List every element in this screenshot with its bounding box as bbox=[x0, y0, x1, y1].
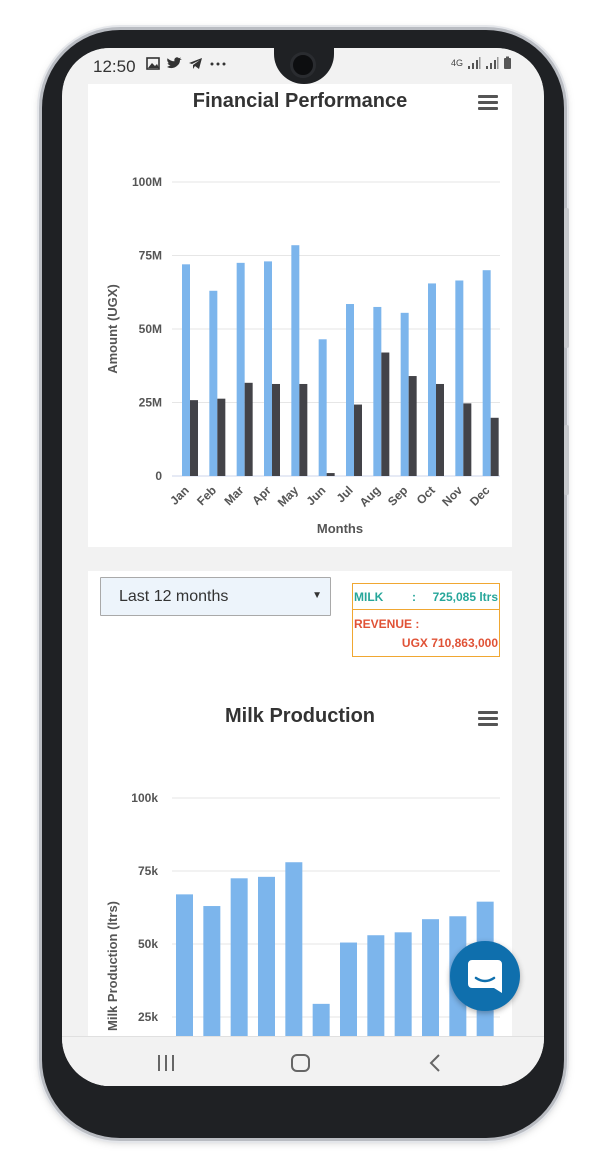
y-tick-label: 100k bbox=[131, 791, 158, 805]
chart-title: Milk Production bbox=[225, 705, 375, 727]
milk-separator: : bbox=[412, 590, 416, 604]
chat-bubble-icon bbox=[468, 960, 502, 993]
status-time: 12:50 bbox=[93, 57, 136, 76]
hamburger-menu-icon[interactable] bbox=[478, 711, 498, 727]
income-bar bbox=[373, 306, 382, 476]
milk-bar bbox=[285, 862, 303, 1086]
expense-bar bbox=[490, 417, 499, 476]
expense-bar bbox=[463, 403, 472, 476]
milk-value: 725,085 ltrs bbox=[432, 590, 498, 604]
x-tick-label: Jul bbox=[334, 483, 356, 505]
y-tick-label: 75M bbox=[139, 249, 162, 263]
y-tick-label: 75k bbox=[138, 864, 158, 878]
expense-bar bbox=[244, 382, 253, 476]
milk-bar bbox=[230, 878, 248, 1086]
period-select[interactable]: Last 12 months ▼ bbox=[100, 577, 331, 616]
income-bar bbox=[291, 245, 300, 476]
chart-title: Financial Performance bbox=[192, 90, 408, 112]
expense-bar bbox=[217, 398, 226, 476]
income-bar bbox=[318, 339, 327, 476]
income-bar bbox=[400, 312, 409, 476]
recent-apps-icon[interactable] bbox=[156, 1054, 176, 1072]
milk-row: MILK : 725,085 ltrs bbox=[353, 584, 499, 610]
expense-bar bbox=[272, 383, 280, 476]
image-icon bbox=[146, 57, 160, 70]
volume-button bbox=[564, 208, 569, 348]
expense-bar bbox=[354, 404, 362, 476]
x-tick-label: Nov bbox=[439, 483, 465, 509]
milk-bar bbox=[258, 876, 275, 1086]
income-bar bbox=[182, 264, 190, 476]
expense-bar bbox=[299, 383, 308, 476]
y-tick-label: 50M bbox=[139, 322, 162, 336]
income-bar bbox=[264, 261, 272, 476]
x-tick-label: Apr bbox=[249, 483, 274, 508]
camera-icon bbox=[290, 52, 316, 78]
y-tick-label: 25M bbox=[139, 396, 162, 410]
power-button bbox=[564, 425, 569, 495]
y-tick-label: 0 bbox=[155, 469, 162, 483]
financial-performance-card: 0 25M 50M 75M 100M Amount (UGX) Jan Feb Mar Apr Ma… bbox=[88, 84, 512, 547]
expense-bar bbox=[190, 400, 198, 476]
navigation-bar bbox=[62, 1036, 544, 1086]
expense-bar bbox=[408, 376, 417, 476]
revenue-value: UGX 710,863,000 bbox=[401, 636, 498, 650]
chevron-down-icon: ▼ bbox=[312, 590, 322, 601]
income-bar bbox=[455, 280, 464, 476]
period-select-value: Last 12 months bbox=[119, 588, 229, 605]
income-bar bbox=[236, 262, 245, 476]
hamburger-menu-icon[interactable] bbox=[478, 95, 498, 111]
x-tick-label: Mar bbox=[221, 483, 246, 508]
back-icon[interactable] bbox=[428, 1053, 442, 1073]
financial-chart: 0 25M 50M 75M 100M Amount (UGX) Jan Feb Mar Apr Ma… bbox=[105, 175, 500, 536]
x-tick-label: Dec bbox=[467, 483, 493, 509]
milk-label: MILK bbox=[354, 590, 384, 604]
summary-box: MILK : 725,085 ltrs REVENUE : UGX 710,86… bbox=[352, 583, 500, 657]
screen: 0 25M 50M 75M 100M Amount (UGX) Jan Feb Mar Apr Ma… bbox=[62, 48, 544, 1086]
signal-icon bbox=[468, 57, 481, 69]
x-axis-title: Months bbox=[317, 521, 363, 536]
y-axis-title: Amount (UGX) bbox=[105, 284, 120, 374]
chat-button[interactable] bbox=[450, 941, 520, 1011]
y-tick-label: 100M bbox=[132, 175, 162, 189]
signal-icon bbox=[486, 57, 499, 69]
battery-icon bbox=[504, 56, 511, 69]
expense-bar bbox=[381, 352, 390, 476]
x-tick-label: Sep bbox=[385, 483, 410, 508]
revenue-label: REVENUE : bbox=[354, 617, 420, 631]
x-tick-label: Jun bbox=[303, 483, 328, 508]
expense-bar bbox=[436, 383, 444, 476]
telegram-icon bbox=[189, 58, 202, 69]
more-dots-icon bbox=[210, 62, 226, 66]
x-tick-label: Feb bbox=[194, 483, 219, 508]
twitter-icon bbox=[167, 57, 182, 69]
y-tick-label: 50k bbox=[138, 937, 158, 951]
income-bar bbox=[428, 283, 436, 476]
network-type: 4G bbox=[450, 58, 463, 68]
x-tick-label: Jan bbox=[167, 483, 192, 508]
income-bar bbox=[482, 270, 491, 476]
x-tick-label: Oct bbox=[414, 483, 438, 507]
x-tick-label: Aug bbox=[357, 483, 383, 509]
home-icon[interactable] bbox=[290, 1053, 312, 1073]
expense-bar bbox=[326, 473, 335, 476]
y-tick-label: 25k bbox=[138, 1010, 158, 1024]
y-axis-title: Milk Production (ltrs) bbox=[105, 901, 120, 1031]
x-tick-label: May bbox=[275, 483, 302, 510]
income-bar bbox=[209, 290, 218, 476]
income-bar bbox=[346, 304, 354, 476]
